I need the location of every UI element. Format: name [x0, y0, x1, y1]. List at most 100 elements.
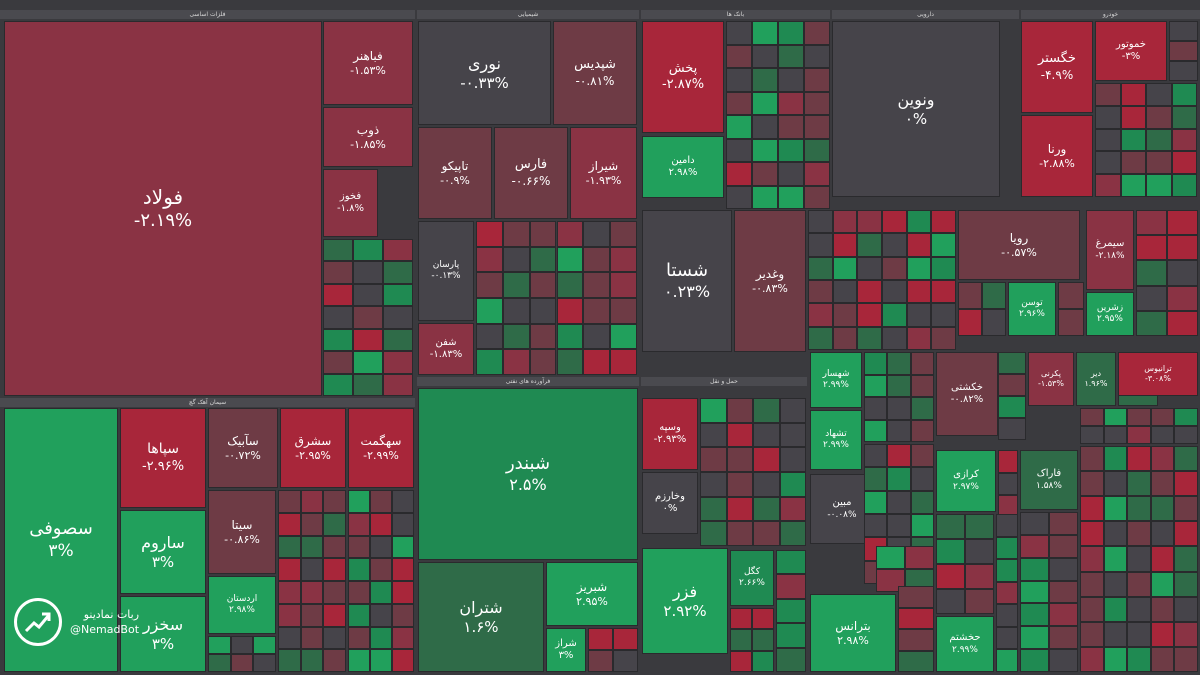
treemap-cell[interactable]	[864, 514, 888, 538]
treemap-cell[interactable]	[1020, 626, 1049, 650]
treemap-cell[interactable]	[1103, 596, 1128, 622]
treemap-cell[interactable]	[982, 282, 1006, 309]
treemap-cell[interactable]	[1136, 210, 1167, 236]
treemap-cell[interactable]	[383, 306, 413, 329]
treemap-cell[interactable]	[1127, 471, 1151, 497]
treemap-cell[interactable]	[1167, 260, 1198, 286]
treemap-cell[interactable]	[1103, 621, 1128, 647]
treemap-cell[interactable]	[323, 351, 353, 374]
treemap-cell[interactable]	[965, 539, 994, 564]
treemap-cell[interactable]	[1080, 471, 1104, 497]
treemap-cell[interactable]	[1174, 496, 1198, 522]
treemap-tile[interactable]: دامین ۲.۹۸%	[642, 136, 724, 198]
treemap-cell[interactable]	[778, 115, 804, 139]
treemap-cell[interactable]	[278, 490, 301, 513]
treemap-cell[interactable]	[804, 44, 830, 68]
treemap-tile[interactable]: وخارزم ۰%	[642, 472, 698, 534]
treemap-cell[interactable]	[882, 233, 907, 257]
treemap-cell[interactable]	[700, 521, 727, 546]
treemap-cell[interactable]	[778, 138, 804, 162]
treemap-cell[interactable]	[1095, 83, 1121, 106]
treemap-cell[interactable]	[502, 272, 530, 298]
treemap-tile[interactable]: نوری -۰.۳۳%	[418, 21, 551, 125]
treemap-cell[interactable]	[348, 649, 370, 672]
treemap-cell[interactable]	[779, 496, 806, 522]
treemap-cell[interactable]	[1127, 646, 1151, 672]
treemap-cell[interactable]	[348, 603, 370, 627]
treemap-cell[interactable]	[1120, 174, 1146, 197]
treemap-cell[interactable]	[882, 280, 907, 304]
treemap-tile[interactable]: سخزر ۳%	[120, 596, 206, 672]
treemap-cell[interactable]	[778, 91, 804, 115]
treemap-cell[interactable]	[1174, 621, 1198, 647]
treemap-cell[interactable]	[1167, 210, 1198, 236]
treemap-cell[interactable]	[323, 581, 346, 604]
treemap-cell[interactable]	[898, 629, 934, 651]
treemap-tile[interactable]: اردستان ۲.۹۸%	[208, 576, 276, 634]
treemap-cell[interactable]	[502, 221, 530, 247]
treemap-cell[interactable]	[864, 419, 888, 442]
treemap-cell[interactable]	[1049, 626, 1078, 650]
treemap-cell[interactable]	[804, 185, 830, 209]
treemap-cell[interactable]	[779, 447, 806, 472]
treemap-cell[interactable]	[610, 323, 637, 350]
treemap-cell[interactable]	[936, 539, 965, 564]
treemap-cell[interactable]	[857, 210, 882, 234]
treemap-cell[interactable]	[778, 68, 804, 92]
treemap-cell[interactable]	[887, 444, 911, 468]
treemap-cell[interactable]	[936, 564, 965, 589]
treemap-cell[interactable]	[936, 514, 965, 539]
treemap-cell[interactable]	[502, 349, 530, 375]
treemap-cell[interactable]	[752, 629, 774, 651]
treemap-cell[interactable]	[1174, 521, 1198, 547]
treemap-tile[interactable]: خکشتی -۰.۸۲%	[936, 352, 998, 436]
treemap-cell[interactable]	[208, 636, 231, 654]
treemap-cell[interactable]	[965, 589, 994, 614]
treemap-cell[interactable]	[253, 654, 276, 672]
treemap-cell[interactable]	[857, 303, 882, 327]
treemap-cell[interactable]	[996, 559, 1018, 582]
treemap-cell[interactable]	[832, 326, 858, 350]
treemap-cell[interactable]	[383, 261, 413, 284]
treemap-cell[interactable]	[1080, 496, 1104, 522]
treemap-cell[interactable]	[370, 558, 392, 581]
treemap-cell[interactable]	[300, 558, 324, 581]
treemap-cell[interactable]	[278, 558, 301, 581]
treemap-cell[interactable]	[370, 626, 392, 650]
treemap-cell[interactable]	[998, 352, 1026, 374]
treemap-cell[interactable]	[323, 283, 353, 307]
treemap-tile[interactable]: رویا -۰.۵۷%	[958, 210, 1080, 280]
treemap-cell[interactable]	[370, 512, 392, 536]
treemap-cell[interactable]	[996, 581, 1018, 605]
treemap-cell[interactable]	[931, 256, 956, 280]
treemap-cell[interactable]	[1174, 446, 1198, 472]
treemap-cell[interactable]	[1150, 646, 1175, 672]
treemap-cell[interactable]	[776, 647, 806, 672]
treemap-cell[interactable]	[556, 323, 584, 350]
treemap-cell[interactable]	[383, 373, 413, 396]
treemap-tile[interactable]: تاپیکو -۰.۹%	[418, 127, 492, 219]
treemap-cell[interactable]	[857, 233, 882, 257]
treemap-tile[interactable]: سیتا -۰.۸۶%	[208, 490, 276, 574]
treemap-cell[interactable]	[726, 162, 752, 186]
treemap-tile[interactable]: دیر ۱.۹۶%	[1076, 352, 1116, 406]
treemap-cell[interactable]	[808, 303, 833, 327]
treemap-cell[interactable]	[776, 550, 806, 575]
treemap-cell[interactable]	[1080, 546, 1104, 572]
treemap-cell[interactable]	[383, 351, 413, 374]
treemap-cell[interactable]	[752, 91, 778, 115]
treemap-cell[interactable]	[700, 398, 727, 423]
treemap-cell[interactable]	[1020, 534, 1049, 558]
treemap-cell[interactable]	[1095, 105, 1121, 129]
treemap-cell[interactable]	[700, 447, 727, 472]
treemap-cell[interactable]	[1171, 151, 1197, 175]
treemap-cell[interactable]	[887, 374, 911, 397]
treemap-cell[interactable]	[753, 472, 780, 497]
treemap-tile[interactable]: خموتور -۳%	[1095, 21, 1167, 81]
treemap-cell[interactable]	[392, 581, 414, 604]
treemap-tile[interactable]: کرازی ۲.۹۷%	[936, 450, 996, 512]
treemap-cell[interactable]	[887, 514, 911, 538]
treemap-cell[interactable]	[392, 603, 414, 627]
treemap-cell[interactable]	[910, 419, 934, 442]
treemap-cell[interactable]	[1080, 521, 1104, 547]
